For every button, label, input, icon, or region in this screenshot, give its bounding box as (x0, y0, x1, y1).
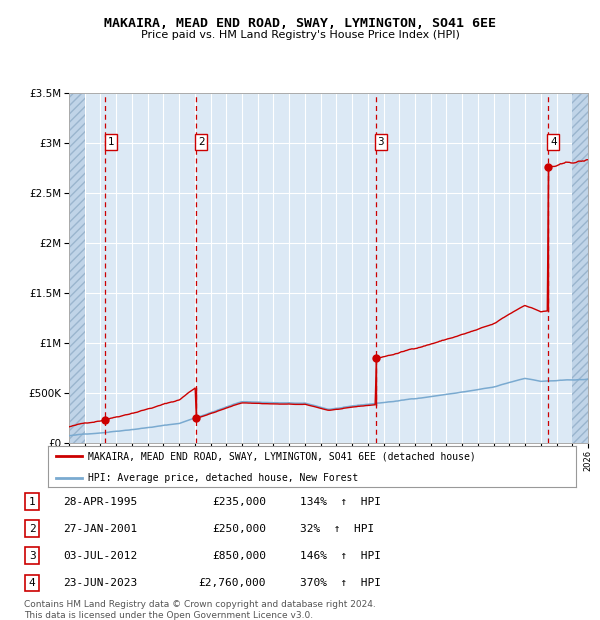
Text: £235,000: £235,000 (212, 497, 266, 507)
Text: 3: 3 (377, 137, 384, 147)
Text: 23-JUN-2023: 23-JUN-2023 (63, 578, 137, 588)
Text: 4: 4 (550, 137, 557, 147)
Text: 03-JUL-2012: 03-JUL-2012 (63, 551, 137, 560)
Text: 146%  ↑  HPI: 146% ↑ HPI (300, 551, 381, 560)
Text: 3: 3 (29, 551, 35, 560)
Text: HPI: Average price, detached house, New Forest: HPI: Average price, detached house, New … (88, 473, 358, 483)
Text: 32%  ↑  HPI: 32% ↑ HPI (300, 524, 374, 534)
Text: 2: 2 (198, 137, 205, 147)
Text: MAKAIRA, MEAD END ROAD, SWAY, LYMINGTON, SO41 6EE (detached house): MAKAIRA, MEAD END ROAD, SWAY, LYMINGTON,… (88, 451, 475, 461)
Bar (572, 93, 588, 443)
Text: 2: 2 (29, 524, 35, 534)
Text: Price paid vs. HM Land Registry's House Price Index (HPI): Price paid vs. HM Land Registry's House … (140, 30, 460, 40)
Text: Contains HM Land Registry data © Crown copyright and database right 2024.
This d: Contains HM Land Registry data © Crown c… (24, 600, 376, 619)
Text: 27-JAN-2001: 27-JAN-2001 (63, 524, 137, 534)
Bar (69, 93, 85, 443)
Text: £850,000: £850,000 (212, 551, 266, 560)
Text: £2,760,000: £2,760,000 (199, 578, 266, 588)
Text: 1: 1 (29, 497, 35, 507)
Text: MAKAIRA, MEAD END ROAD, SWAY, LYMINGTON, SO41 6EE: MAKAIRA, MEAD END ROAD, SWAY, LYMINGTON,… (104, 17, 496, 30)
Text: 370%  ↑  HPI: 370% ↑ HPI (300, 578, 381, 588)
Text: 1: 1 (107, 137, 114, 147)
Text: £250,000: £250,000 (212, 524, 266, 534)
Text: 28-APR-1995: 28-APR-1995 (63, 497, 137, 507)
Text: 4: 4 (29, 578, 35, 588)
Text: 134%  ↑  HPI: 134% ↑ HPI (300, 497, 381, 507)
